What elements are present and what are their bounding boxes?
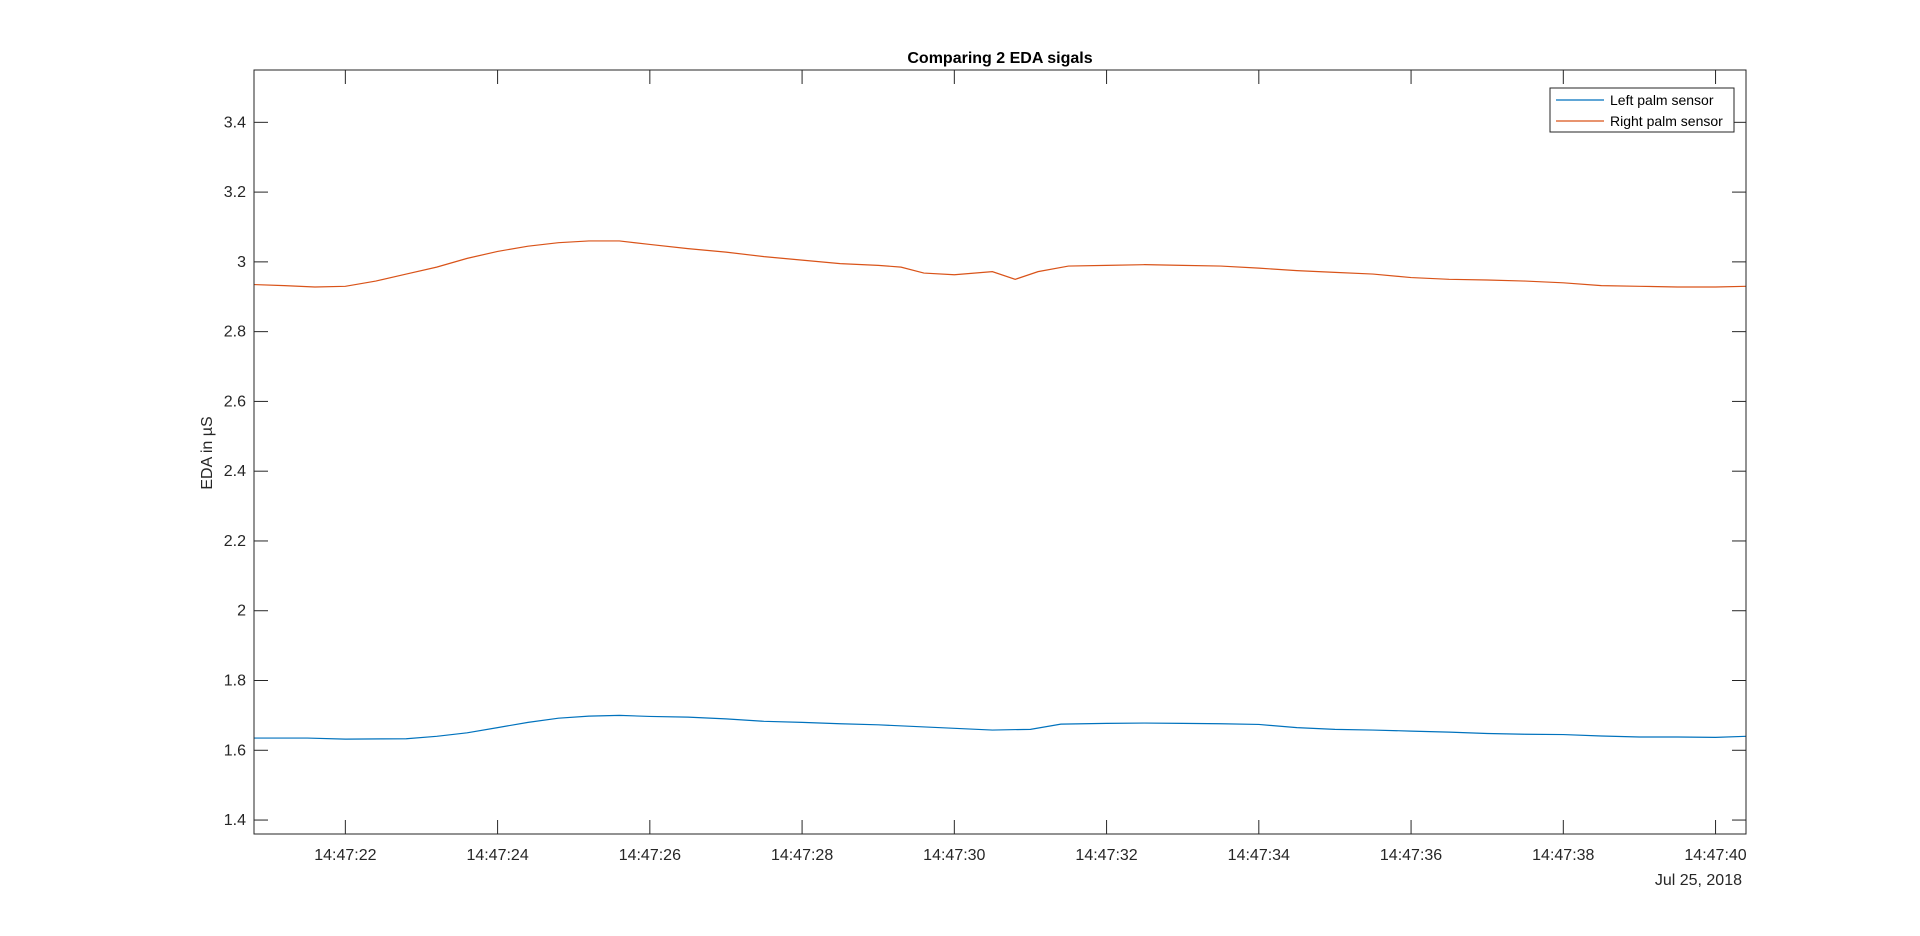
x-tick-label: 14:47:36 — [1380, 847, 1442, 864]
plot-frame — [253, 69, 1747, 835]
series-layer — [253, 240, 1747, 740]
y-tick-label: 3 — [237, 254, 246, 271]
x-tick-label: 14:47:38 — [1532, 847, 1594, 864]
x-tick-label: 14:47:28 — [771, 847, 833, 864]
y-tick-label: 2.6 — [224, 393, 246, 410]
legend-label: Left palm sensor — [1610, 92, 1714, 108]
x-tick-label: 14:47:22 — [314, 847, 376, 864]
y-tick-label: 3.4 — [224, 114, 246, 131]
legend-box — [1549, 87, 1735, 133]
y-tick-label: 2 — [237, 603, 246, 620]
x-tick-label: 14:47:40 — [1684, 847, 1746, 864]
y-tick-label: 1.4 — [224, 812, 246, 829]
y-axis-label: EDA in µS — [199, 416, 216, 489]
y-tick-label: 2.2 — [224, 533, 246, 550]
y-tick-label: 1.8 — [224, 673, 246, 690]
series-line-1 — [254, 714, 1747, 740]
x-tick-label: 14:47:30 — [923, 847, 985, 864]
x-tick-label: 14:47:24 — [466, 847, 528, 864]
date-label: Jul 25, 2018 — [1655, 872, 1742, 889]
series-line-2 — [253, 240, 1747, 288]
chart-title: Comparing 2 EDA sigals — [907, 50, 1092, 67]
y-tick-label: 2.4 — [224, 463, 246, 480]
tick-layer: 14:47:22 14:47:24 14:47:26 14:47:28 14:47:30… — [224, 70, 1747, 864]
x-tick-label: 14:47:32 — [1075, 847, 1137, 864]
legend: Left palm sensor Right palm sensor — [1549, 87, 1735, 133]
y-tick-label: 1.6 — [224, 742, 246, 759]
legend-label: Right palm sensor — [1610, 113, 1723, 129]
y-tick-label: 2.8 — [224, 324, 246, 341]
x-tick-label: 14:47:34 — [1228, 847, 1290, 864]
x-tick-label: 14:47:26 — [619, 847, 681, 864]
y-tick-label: 3.2 — [224, 184, 246, 201]
